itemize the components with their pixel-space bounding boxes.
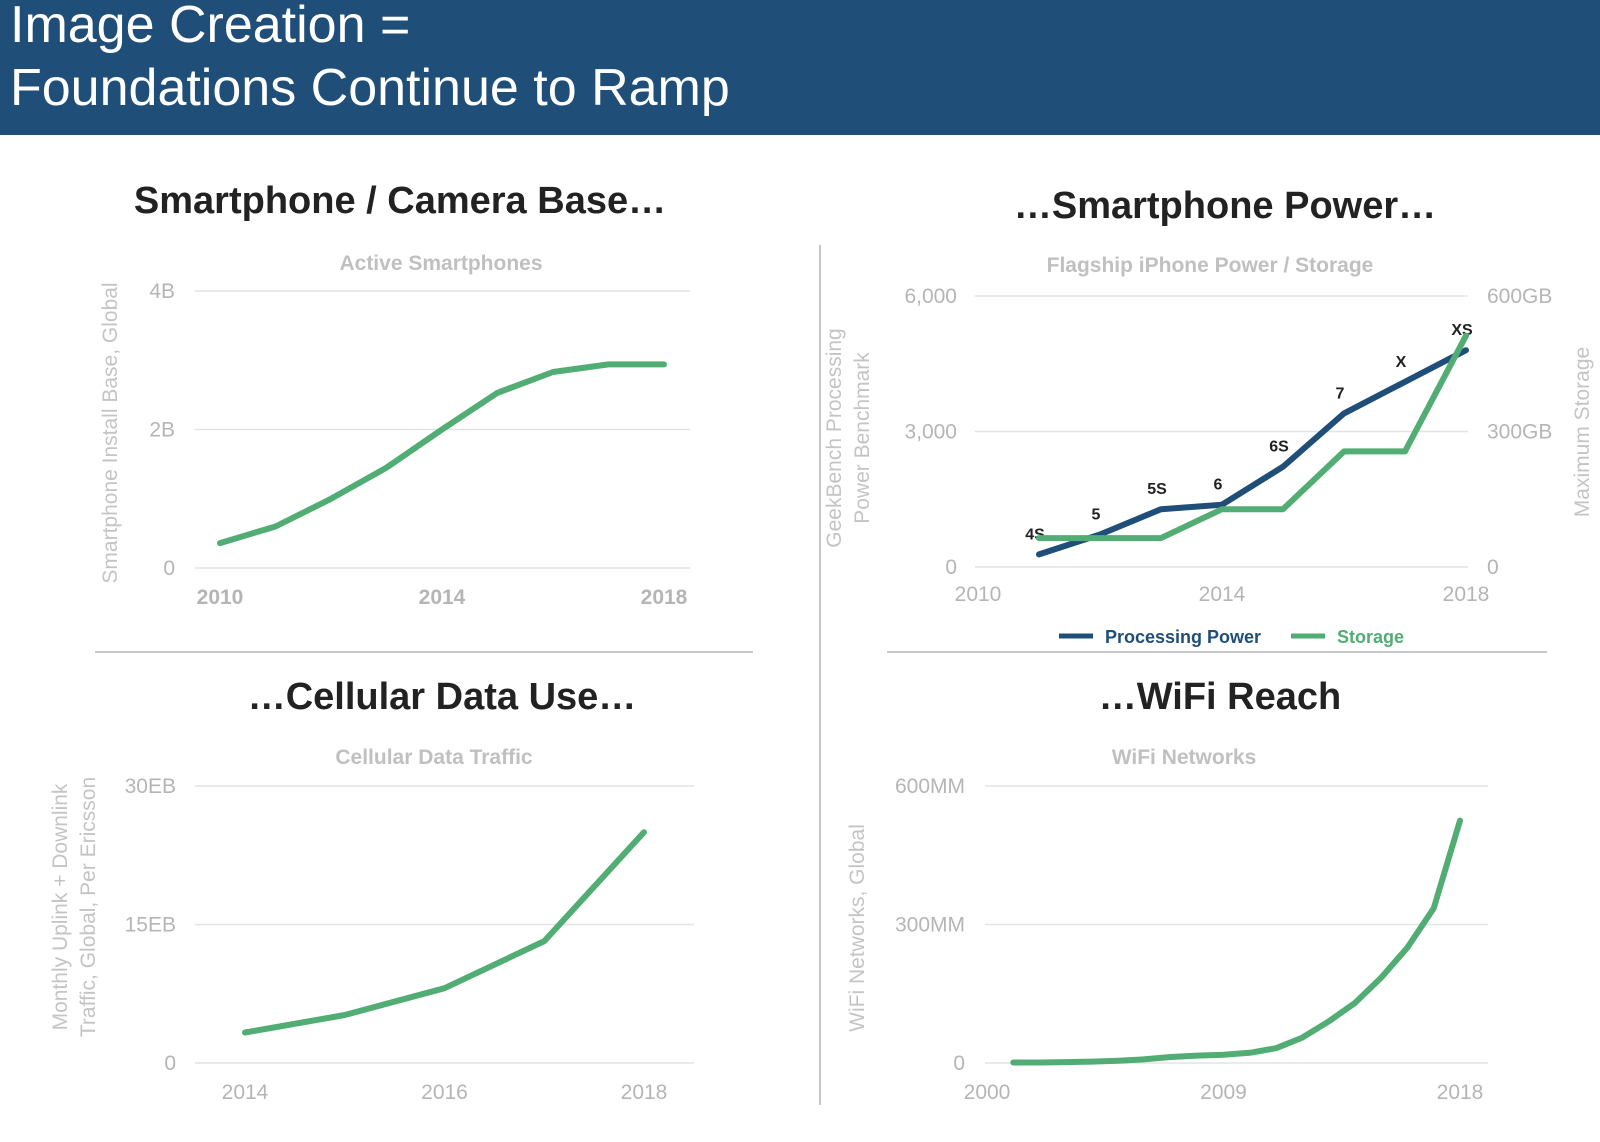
c2-x-tick-0: 2010	[955, 583, 1002, 606]
c1-y-axis-label: Smartphone Install Base, Global	[99, 282, 122, 583]
c1-y-tick-1: 2B	[149, 419, 175, 442]
c2-y-tick-2: 6,000	[904, 285, 957, 308]
c3-y-axis-label: Monthly Uplink + Downlink Traffic, Global…	[49, 777, 100, 1037]
panel-title-cellular-data: …Cellular Data Use…	[247, 676, 637, 718]
horizontal-divider-right	[887, 651, 1547, 653]
slide-title-line-2: Foundations Continue to Ramp	[10, 59, 730, 117]
c2-x-tick-1: 2014	[1199, 583, 1246, 606]
c2-y2-tick-0: 0	[1487, 556, 1499, 579]
c2-subtitle: Flagship iPhone Power / Storage	[1047, 254, 1374, 277]
c2-y-tick-1: 3,000	[904, 421, 957, 444]
c4-x-tick-0: 2000	[964, 1081, 1011, 1104]
c4-x-tick-1: 2009	[1200, 1081, 1247, 1104]
c3-x-tick-0: 2014	[222, 1081, 269, 1104]
c2-legend-label-1: Storage	[1337, 627, 1404, 647]
c2-y-axis-label: GeekBench Processing Power Benchmark	[823, 328, 874, 547]
horizontal-divider-left	[95, 651, 753, 653]
c3-x-tick-1: 2016	[421, 1081, 468, 1104]
c4-series-line-0	[1010, 817, 1463, 1066]
c3-y-tick-1: 15EB	[125, 914, 176, 937]
c2-point-label-2: 5S	[1147, 481, 1167, 498]
c2-y-axis-label-line-1: Power Benchmark	[851, 352, 874, 524]
c3-y-axis-label-line-1: Traffic, Global, Per Ericsson	[77, 777, 100, 1037]
c2-series-line-1	[1036, 332, 1469, 542]
c1-y-tick-0: 0	[163, 557, 175, 580]
c3-x-tick-2: 2018	[621, 1081, 668, 1104]
c1-x-tick-2: 2018	[641, 586, 688, 609]
c4-x-tick-2: 2018	[1437, 1081, 1484, 1104]
vertical-divider	[819, 245, 821, 1105]
c4-y-tick-2: 600MM	[895, 775, 965, 798]
c2-y-axis-label-line-0: GeekBench Processing	[823, 328, 846, 547]
c4-subtitle: WiFi Networks	[1112, 746, 1257, 769]
slide-title-line-1: Image Creation =	[10, 0, 411, 54]
c2-point-label-1: 5	[1092, 506, 1101, 523]
c3-y-tick-0: 0	[164, 1052, 176, 1075]
c4-y-tick-1: 300MM	[895, 914, 965, 937]
panel-title-smartphone-base: Smartphone / Camera Base…	[133, 180, 667, 222]
c2-point-label-4: 6S	[1269, 439, 1289, 456]
c2-series-line-0	[1036, 347, 1469, 558]
panel-title-smartphone-power: …Smartphone Power…	[1013, 185, 1437, 227]
c1-x-tick-0: 2010	[197, 586, 244, 609]
c2-y2-axis-label: Maximum Storage	[1571, 347, 1594, 517]
c3-y-tick-2: 30EB	[125, 775, 176, 798]
c2-point-label-3: 6	[1214, 477, 1223, 494]
c1-y-tick-2: 4B	[149, 280, 175, 303]
c1-series-line-0	[217, 361, 667, 547]
c3-series-line-0	[242, 829, 647, 1036]
c2-x-tick-2: 2018	[1443, 583, 1490, 606]
c2-y2-tick-2: 600GB	[1487, 285, 1552, 308]
c3-subtitle: Cellular Data Traffic	[335, 746, 533, 769]
c4-y-tick-0: 0	[953, 1052, 965, 1075]
c3-y-axis-label-line-0: Monthly Uplink + Downlink	[49, 783, 72, 1030]
c2-point-label-5: 7	[1336, 385, 1345, 402]
c1-x-tick-1: 2014	[419, 586, 466, 609]
c1-subtitle: Active Smartphones	[339, 252, 542, 275]
c2-y2-tick-1: 300GB	[1487, 421, 1552, 444]
panel-title-wifi-reach: …WiFi Reach	[1098, 676, 1342, 718]
slide-header: Image Creation = Foundations Continue to…	[0, 0, 1600, 135]
c2-y-tick-0: 0	[945, 556, 957, 579]
c2-point-label-6: X	[1396, 354, 1407, 371]
c2-legend-label-0: Processing Power	[1105, 627, 1261, 647]
c4-y-axis-label: WiFi Networks, Global	[846, 824, 869, 1032]
